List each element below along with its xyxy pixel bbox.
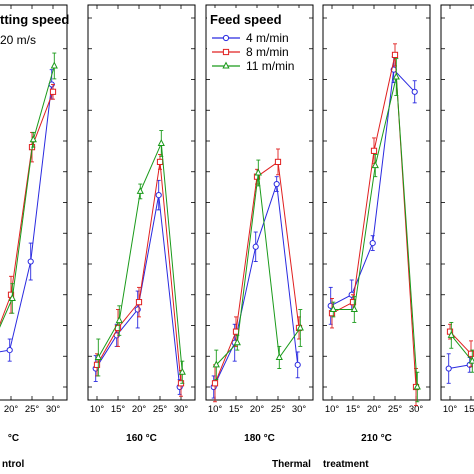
data-point bbox=[8, 293, 16, 301]
data-point bbox=[232, 328, 240, 335]
data-point bbox=[350, 305, 358, 313]
panel-label: 210 °C bbox=[361, 433, 392, 444]
xlabel-thermal: Thermal bbox=[272, 459, 311, 470]
legend-title: Feed speed bbox=[210, 12, 282, 27]
x-tick-label: 25° bbox=[25, 404, 40, 415]
data-point bbox=[252, 243, 259, 250]
x-tick-label: 15° bbox=[229, 404, 244, 415]
data-point bbox=[392, 72, 400, 80]
series-line-11-m-min bbox=[450, 335, 473, 362]
x-tick-label: 30° bbox=[174, 404, 189, 415]
x-tick-label: 20° bbox=[132, 404, 147, 415]
data-point bbox=[370, 147, 378, 154]
series-line-4-m-min bbox=[448, 364, 470, 370]
series-line-8-m-min bbox=[214, 161, 300, 384]
x-tick-label: 15° bbox=[111, 404, 126, 415]
data-point bbox=[329, 305, 337, 313]
x-tick-label: 10° bbox=[90, 404, 105, 415]
panel-3: 10° 15° 20° 25° 30° 210 °C bbox=[322, 4, 431, 444]
data-point bbox=[413, 382, 421, 390]
x-tick-label: 25° bbox=[153, 404, 168, 415]
data-point bbox=[371, 161, 379, 169]
series-line-8-m-min bbox=[331, 54, 417, 388]
series-line-11-m-min bbox=[333, 76, 418, 388]
data-point bbox=[49, 88, 57, 95]
data-point bbox=[157, 138, 165, 146]
data-point bbox=[447, 330, 455, 338]
x-tick-label: 20° bbox=[250, 404, 265, 415]
data-point bbox=[136, 186, 144, 194]
data-point bbox=[275, 352, 283, 360]
x-tick-label: 20° bbox=[367, 404, 382, 415]
data-point bbox=[369, 239, 376, 247]
legend-box bbox=[207, 8, 305, 74]
cutting-speed-annotation: tting speed 20 m/s bbox=[0, 12, 69, 47]
data-point bbox=[294, 361, 301, 368]
x-tick-label: 10° bbox=[443, 404, 458, 415]
x-tick-label: 30° bbox=[409, 404, 424, 415]
series-line-8-m-min bbox=[96, 161, 182, 384]
panel-4: 10° 15° bbox=[440, 4, 474, 415]
data-point bbox=[411, 88, 418, 95]
data-point bbox=[467, 350, 474, 357]
x-tick-label: 20° bbox=[4, 404, 19, 415]
panel-2: 10° 15° 20° 25° 30° 180 °C bbox=[205, 4, 314, 444]
data-point bbox=[273, 180, 280, 188]
data-point bbox=[211, 380, 219, 387]
data-point bbox=[27, 258, 34, 265]
x-tick-label: 25° bbox=[388, 404, 403, 415]
panel-label: °C bbox=[8, 433, 19, 444]
x-tick-label: 15° bbox=[464, 404, 474, 415]
x-tick-label: 10° bbox=[208, 404, 223, 415]
cutting-speed-value: 20 m/s bbox=[0, 33, 36, 47]
panel-1: 10° 15° 20° 25° 30° 160 °C bbox=[87, 4, 196, 444]
data-point bbox=[50, 61, 58, 69]
xlabel-treatment: treatment bbox=[323, 459, 369, 470]
panel-label: 160 °C bbox=[126, 433, 157, 444]
legend-entry: 11 m/min bbox=[246, 59, 294, 73]
data-point bbox=[296, 323, 304, 331]
data-point bbox=[233, 338, 241, 346]
data-point bbox=[391, 51, 399, 58]
data-point bbox=[156, 158, 164, 166]
panels-layer: 20° 25° 30° °C 10° 15° 20° 25° 30° 160 °C 10° 15° 20… bbox=[0, 4, 474, 444]
data-point bbox=[178, 367, 186, 375]
legend-marker bbox=[222, 48, 230, 56]
data-point bbox=[94, 352, 102, 360]
panel-0: 20° 25° 30° °C bbox=[0, 4, 68, 444]
x-axis-group-labels: ntrol Thermal treatment bbox=[2, 459, 369, 470]
x-tick-label: 10° bbox=[325, 404, 340, 415]
legend-entry: 8 m/min bbox=[246, 45, 289, 59]
series-line-8-m-min bbox=[0, 91, 54, 326]
cutting-speed-title: tting speed bbox=[0, 12, 69, 27]
panel-label: 180 °C bbox=[244, 433, 275, 444]
data-point bbox=[135, 299, 143, 306]
legend-marker bbox=[222, 61, 230, 69]
data-point bbox=[155, 192, 162, 199]
series-line-11-m-min bbox=[97, 143, 183, 373]
data-point bbox=[29, 135, 37, 143]
data-point bbox=[6, 347, 13, 354]
data-point bbox=[274, 158, 282, 166]
x-tick-label: 15° bbox=[346, 404, 361, 415]
series-line-11-m-min bbox=[215, 172, 301, 366]
series-line-4-m-min bbox=[0, 84, 53, 353]
data-point bbox=[93, 361, 101, 368]
data-point bbox=[134, 306, 141, 313]
x-tick-label: 25° bbox=[271, 404, 286, 415]
data-point bbox=[445, 365, 452, 372]
xlabel-control: ntrol bbox=[2, 459, 24, 470]
series-line-4-m-min bbox=[330, 68, 416, 307]
legend-entry: 4 m/min bbox=[246, 31, 289, 45]
legend-marker bbox=[222, 34, 230, 42]
data-point bbox=[254, 168, 262, 176]
x-tick-label: 30° bbox=[46, 404, 61, 415]
x-tick-label: 30° bbox=[292, 404, 307, 415]
data-point bbox=[115, 316, 123, 324]
data-point bbox=[212, 360, 220, 368]
